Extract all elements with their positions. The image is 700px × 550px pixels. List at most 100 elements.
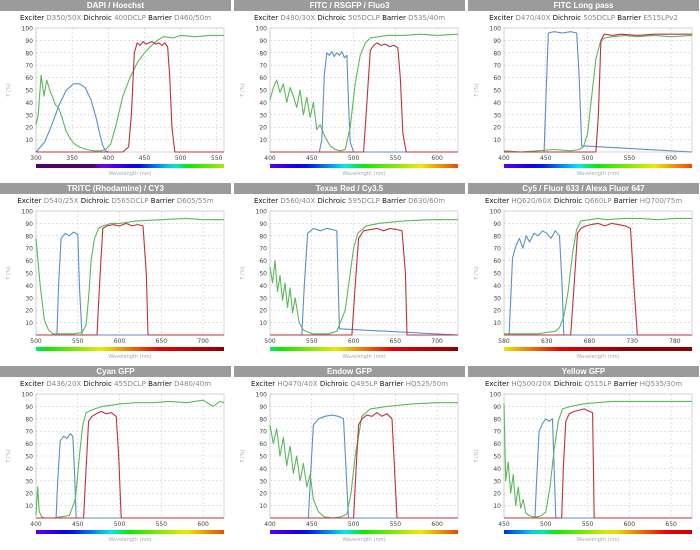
dichroic-curve xyxy=(269,33,459,152)
transmission-plot: 10 20 30 40 50 60 70 80 90 100 400 450 500 550 600 T (%… xyxy=(240,392,459,543)
x-tick-label: 550 xyxy=(306,338,318,345)
y-tick-label: 90 xyxy=(259,38,267,45)
x-axis-label: Wavelength (nm) xyxy=(108,171,151,177)
barrier-value: E515LPv2 xyxy=(643,14,678,22)
excitation-curve xyxy=(270,227,459,336)
filter-set-line: Exciter HQ470/40X Dichroic Q495LP Barrie… xyxy=(234,379,465,390)
excitation-curve xyxy=(36,433,224,519)
filter-panel: FITC Long pass Exciter D470/40X Dichroic … xyxy=(468,0,699,181)
y-tick-label: 50 xyxy=(259,88,267,95)
barrier-value: D480/40m xyxy=(174,380,212,388)
barrier-label: Barrier xyxy=(382,14,406,22)
wavelength-spectrum-bar xyxy=(36,164,224,168)
y-tick-label: 50 xyxy=(493,454,501,461)
dichroic-value: Q495LP xyxy=(350,380,378,388)
exciter-value: D470/40X xyxy=(515,14,551,22)
wavelength-spectrum-bar xyxy=(270,347,458,351)
excitation-curve xyxy=(270,51,458,153)
exciter-value: HQ470/40X xyxy=(277,380,318,388)
emission-curve xyxy=(270,42,458,153)
filter-set-line: Exciter D480/30X Dichroic 505DCLP Barrie… xyxy=(234,13,465,24)
dichroic-label: Dichroic xyxy=(552,14,582,22)
y-tick-label: 20 xyxy=(493,491,501,498)
y-tick-label: 80 xyxy=(493,416,501,423)
y-tick-label: 40 xyxy=(493,466,501,473)
y-tick-label: 30 xyxy=(259,478,267,485)
x-tick-label: 550 xyxy=(72,338,84,345)
y-tick-label: 20 xyxy=(25,308,33,315)
y-tick-label: 90 xyxy=(25,404,33,411)
wavelength-spectrum-bar xyxy=(504,164,692,168)
y-tick-label: 30 xyxy=(25,478,33,485)
x-tick-label: 500 xyxy=(175,155,187,162)
x-tick-label: 550 xyxy=(390,521,402,528)
filter-panel: TRITC (Rhodamine) / CY3 Exciter D540/25X … xyxy=(0,183,231,364)
x-axis-label: Wavelength (nm) xyxy=(576,537,619,543)
emission-curve xyxy=(36,410,224,519)
exciter-label: Exciter xyxy=(19,14,45,22)
y-tick-label: 30 xyxy=(259,112,267,119)
y-tick-label: 60 xyxy=(259,75,267,82)
y-tick-label: 100 xyxy=(256,26,268,33)
y-tick-label: 40 xyxy=(259,466,267,473)
y-tick-label: 50 xyxy=(25,271,33,278)
emission-curve xyxy=(504,408,692,519)
panel-title: TRITC (Rhodamine) / CY3 xyxy=(0,183,231,194)
x-tick-label: 450 xyxy=(306,521,318,528)
y-tick-label: 50 xyxy=(493,271,501,278)
emission-curve xyxy=(504,33,692,153)
y-tick-label: 60 xyxy=(493,75,501,82)
y-tick-label: 40 xyxy=(493,100,501,107)
y-tick-label: 90 xyxy=(25,221,33,228)
exciter-label: Exciter xyxy=(484,197,510,205)
x-tick-label: 700 xyxy=(197,338,209,345)
y-axis-label: T (%) xyxy=(6,449,12,463)
x-tick-label: 580 xyxy=(498,338,510,345)
y-tick-label: 30 xyxy=(25,112,33,119)
y-tick-label: 80 xyxy=(493,50,501,57)
dichroic-curve xyxy=(35,399,225,519)
plot-frame xyxy=(269,210,459,336)
panel-title: FITC / RSGFP / Fluo3 xyxy=(234,0,465,11)
wavelength-spectrum-bar xyxy=(504,530,692,534)
y-tick-label: 70 xyxy=(493,246,501,253)
filter-panel: Cyan GFP Exciter D436/20X Dichroic 455DCL… xyxy=(0,366,231,547)
filter-set-line: Exciter D540/25X Dichroic D565DCLP Barri… xyxy=(0,196,231,207)
y-tick-label: 70 xyxy=(25,429,33,436)
y-tick-label: 80 xyxy=(25,50,33,57)
filter-set-line: Exciter HQ620/60X Dichroic Q660LP Barrie… xyxy=(468,196,699,207)
x-axis-label: Wavelength (nm) xyxy=(342,537,385,543)
exciter-value: D436/20X xyxy=(46,380,82,388)
y-tick-label: 20 xyxy=(259,308,267,315)
y-tick-label: 70 xyxy=(25,246,33,253)
dichroic-label: Dichroic xyxy=(317,197,346,205)
dichroic-curve xyxy=(269,219,458,335)
y-tick-label: 90 xyxy=(259,404,267,411)
filter-set-line: Exciter D470/40X Dichroic 505DCLP Barrie… xyxy=(468,13,699,24)
y-tick-label: 70 xyxy=(493,429,501,436)
panel-title: Cyan GFP xyxy=(0,366,231,377)
x-tick-label: 350 xyxy=(66,155,78,162)
y-tick-label: 30 xyxy=(493,112,501,119)
y-tick-label: 100 xyxy=(490,26,502,33)
dichroic-label: Dichroic xyxy=(553,380,583,388)
barrier-label: Barrier xyxy=(148,14,172,22)
transmission-plot: 10 20 30 40 50 60 70 80 90 100 400 450 500 550 600 T (%… xyxy=(6,392,225,543)
exciter-value: HQ620/60X xyxy=(511,197,552,205)
filter-panel: Endow GFP Exciter HQ470/40X Dichroic Q495… xyxy=(234,366,465,547)
y-tick-label: 40 xyxy=(25,466,33,473)
y-tick-label: 70 xyxy=(259,429,267,436)
barrier-label: Barrier xyxy=(150,197,175,205)
y-tick-label: 90 xyxy=(493,221,501,228)
barrier-label: Barrier xyxy=(613,197,638,205)
exciter-label: Exciter xyxy=(19,380,45,388)
x-tick-label: 650 xyxy=(390,338,402,345)
y-tick-label: 30 xyxy=(25,295,33,302)
barrier-value: D605/55m xyxy=(176,197,214,205)
filter-set-line: Exciter D436/20X Dichroic 455DCLP Barrie… xyxy=(0,379,231,390)
x-axis-label: Wavelength (nm) xyxy=(108,354,151,360)
panel-title: Texas Red / Cy3.5 xyxy=(234,183,465,194)
y-tick-label: 60 xyxy=(259,441,267,448)
x-tick-label: 500 xyxy=(348,521,360,528)
dichroic-curve xyxy=(35,34,224,152)
